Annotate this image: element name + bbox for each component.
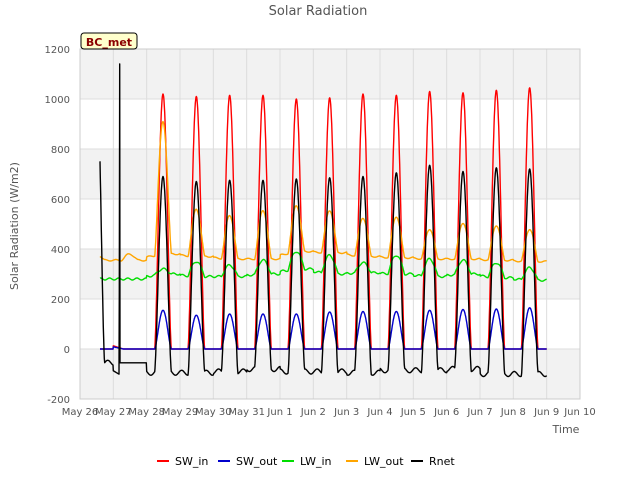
- background-band: [80, 149, 580, 199]
- y-tick-label: 400: [51, 245, 70, 256]
- x-tick-label: May 26: [62, 407, 99, 418]
- x-tick-label: Jun 2: [300, 407, 326, 418]
- x-tick-label: Jun 7: [466, 407, 492, 418]
- x-tick-label: Jun 6: [433, 407, 459, 418]
- x-tick-label: Jun 10: [563, 407, 596, 418]
- chart-title: Solar Radiation: [269, 4, 368, 19]
- series-line-lw-out: [99, 120, 547, 263]
- series-line-rnet: [99, 63, 548, 378]
- x-tick-label: May 31: [228, 407, 265, 418]
- x-tick-label: May 28: [128, 407, 165, 418]
- background-band: [80, 49, 580, 99]
- series-layer: [99, 63, 548, 378]
- x-tick-label: Jun 1: [266, 407, 292, 418]
- series-line-lw-in: [99, 251, 547, 282]
- annotation-box-frame: [80, 32, 138, 50]
- y-tick-label: 1000: [45, 95, 70, 106]
- legend-label: LW_in: [300, 455, 332, 468]
- plot-frame: [79, 48, 581, 400]
- legend: SW_in SW_out LW_in LW_out Rnet: [157, 455, 455, 468]
- legend-label: Rnet: [429, 455, 455, 468]
- x-tick-label: Jun 3: [333, 407, 359, 418]
- x-tick-label: Jun 8: [500, 407, 526, 418]
- y-tick-labels: -200 0 200 400 600 800 1000 1200: [45, 45, 70, 406]
- annotation-label: BC_met: [86, 36, 132, 49]
- x-axis-label: Time: [552, 423, 580, 436]
- y-tick-label: -200: [47, 395, 70, 406]
- y-tick-label: 200: [51, 295, 70, 306]
- y-tick-label: 0: [64, 345, 70, 356]
- x-tick-label: Jun 9: [533, 407, 559, 418]
- y-tick-label: 1200: [45, 45, 70, 56]
- y-tick-label: 800: [51, 145, 70, 156]
- x-tick-label: Jun 4: [366, 407, 392, 418]
- x-tick-label: May 29: [162, 407, 199, 418]
- x-tick-label: Jun 5: [400, 407, 426, 418]
- legend-label: LW_out: [364, 455, 404, 468]
- x-tick-label: May 30: [195, 407, 232, 418]
- y-tick-label: 600: [51, 195, 70, 206]
- annotation-box: BC_met: [80, 32, 138, 50]
- background-band: [80, 249, 580, 299]
- legend-label: SW_out: [236, 455, 278, 468]
- y-axis-label: Solar Radiation (W/m2): [8, 162, 21, 290]
- legend-label: SW_in: [175, 455, 208, 468]
- background-band: [80, 349, 580, 399]
- x-tick-label: May 27: [95, 407, 132, 418]
